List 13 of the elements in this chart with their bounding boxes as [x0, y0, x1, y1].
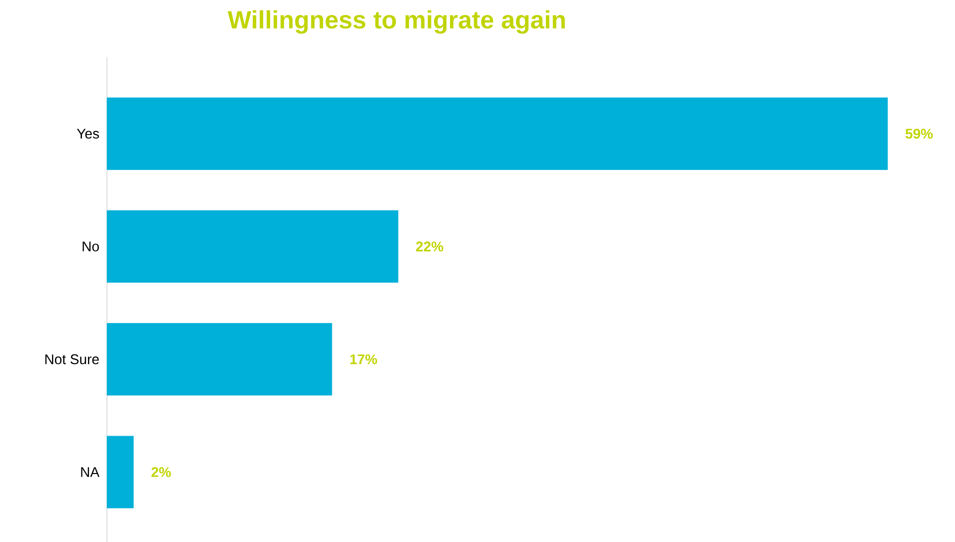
data-label: 22%: [416, 241, 444, 252]
bar: [106, 210, 398, 283]
bar: [106, 97, 888, 170]
chart-title: Willingness to migrate again: [228, 10, 565, 34]
y-tick-label: No: [82, 242, 99, 252]
y-tick-label: Not Sure: [45, 354, 99, 364]
data-label: 17%: [350, 354, 378, 364]
data-label: 2%: [151, 467, 171, 477]
bar: [106, 436, 134, 508]
bar: [106, 322, 332, 396]
y-tick-label: Yes: [76, 128, 99, 138]
y-tick-label: NA: [81, 467, 100, 477]
data-label: 59%: [906, 128, 933, 139]
